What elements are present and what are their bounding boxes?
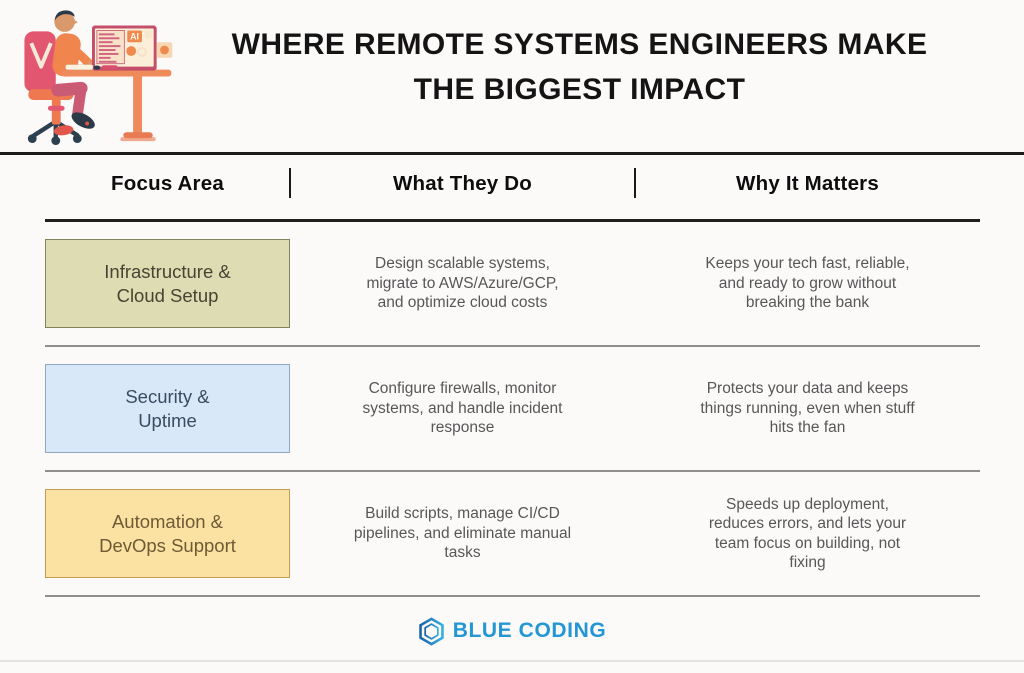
ai-badge-label: AI	[130, 32, 139, 42]
what-they-do-cell: Configure firewalls, monitor systems, an…	[362, 380, 563, 437]
focus-area-box-security: Security & Uptime	[45, 364, 290, 453]
table-header-row: Focus Area What They Do Why It Matters	[45, 155, 980, 222]
column-header-what-they-do: What They Do	[392, 172, 533, 195]
focus-area-cell: Infrastructure & Cloud Setup	[45, 239, 290, 328]
header-divider	[0, 152, 1024, 155]
column-header-focus-area: Focus Area	[111, 172, 224, 195]
header-column-separator	[634, 168, 636, 198]
focus-area-cell: Security & Uptime	[45, 364, 290, 453]
column-header-why-it-matters: Why It Matters	[736, 172, 879, 195]
person-at-desk-svg: AI	[24, 10, 173, 146]
table-row-security: Security & Uptime Configure firewalls, m…	[45, 347, 980, 472]
table-row-automation: Automation & DevOps Support Build script…	[45, 472, 980, 597]
footer: BLUE CODING	[0, 597, 1024, 673]
why-it-matters-cell: Speeds up deployment, reduces errors, an…	[708, 495, 907, 572]
header: AI WHERE REMOTE SYSTEMS ENGINEERS MAKE T…	[0, 0, 1024, 152]
why-it-matters-cell: Keeps your tech fast, reliable, and read…	[705, 255, 910, 312]
focus-area-box-automation: Automation & DevOps Support	[45, 489, 290, 578]
table-row-infrastructure: Infrastructure & Cloud Setup Design scal…	[45, 222, 980, 347]
ai-badge	[127, 30, 142, 43]
page-title-line1: WHERE REMOTE SYSTEMS ENGINEERS MAKE	[231, 28, 928, 61]
page-title: WHERE REMOTE SYSTEMS ENGINEERS MAKE THE …	[135, 0, 1024, 112]
header-column-separator	[289, 168, 291, 198]
focus-area-cell: Automation & DevOps Support	[45, 489, 290, 578]
focus-area-box-infrastructure: Infrastructure & Cloud Setup	[45, 239, 290, 328]
what-they-do-cell: Design scalable systems, migrate to AWS/…	[366, 255, 559, 312]
impact-table: Focus Area What They Do Why It Matters I…	[45, 155, 980, 597]
person-at-desk-illustration: AI	[8, 4, 176, 146]
brand-name: BLUE CODING	[452, 619, 607, 642]
what-they-do-cell: Build scripts, manage CI/CD pipelines, a…	[353, 505, 572, 562]
blue-coding-hexagon-icon	[418, 616, 444, 646]
bottom-edge-line	[0, 660, 1024, 662]
why-it-matters-cell: Protects your data and keeps things runn…	[700, 380, 915, 437]
page-title-line2: THE BIGGEST IMPACT	[413, 73, 746, 106]
